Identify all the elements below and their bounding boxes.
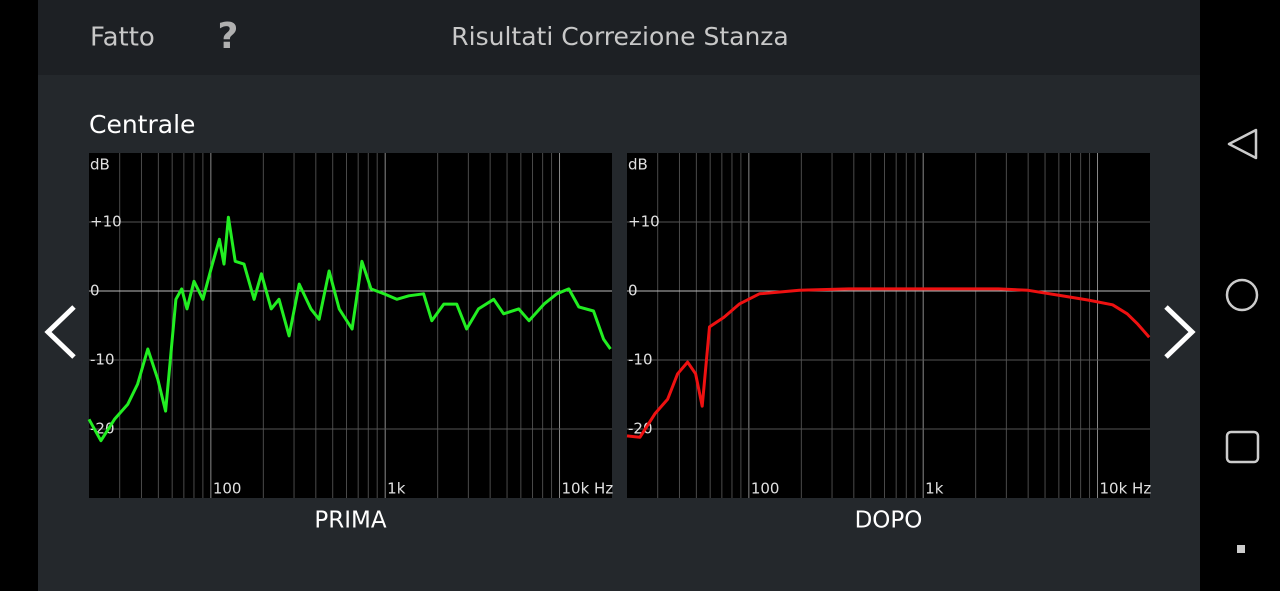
prev-arrow[interactable] — [44, 305, 76, 359]
nav-back[interactable] — [1227, 128, 1258, 160]
x-tick-label: 1k — [925, 480, 944, 498]
y-tick-label: -10 — [90, 351, 115, 369]
x-tick-label: 10k Hz — [562, 480, 614, 498]
nav-recents[interactable] — [1225, 430, 1260, 464]
y-tick-label: -20 — [628, 420, 653, 438]
header-bar — [38, 0, 1200, 75]
section-title: Centrale — [89, 110, 195, 139]
x-tick-label: 10k Hz — [1100, 480, 1152, 498]
nav-indicator — [1237, 545, 1245, 553]
y-tick-label: +10 — [628, 213, 660, 231]
nav-home[interactable] — [1225, 278, 1259, 312]
y-tick-label: +10 — [90, 213, 122, 231]
y-axis-label: dB — [628, 156, 648, 174]
response-curve — [87, 215, 612, 443]
chart-title: PRIMA — [314, 508, 386, 534]
y-tick-label: 0 — [90, 282, 100, 300]
y-tick-label: -10 — [628, 351, 653, 369]
y-axis-label: dB — [90, 156, 110, 174]
x-tick-label: 100 — [751, 480, 780, 498]
x-tick-label: 1k — [387, 480, 406, 498]
chart-title: DOPO — [855, 508, 923, 534]
help-button[interactable]: ? — [218, 16, 239, 57]
plot-area — [627, 153, 1150, 498]
y-tick-label: 0 — [628, 282, 638, 300]
x-tick-label: 100 — [213, 480, 242, 498]
page-title: Risultati Correzione Stanza — [451, 22, 788, 51]
done-button[interactable]: Fatto — [90, 23, 155, 53]
response-curve — [626, 287, 1151, 439]
next-arrow[interactable] — [1164, 305, 1196, 359]
